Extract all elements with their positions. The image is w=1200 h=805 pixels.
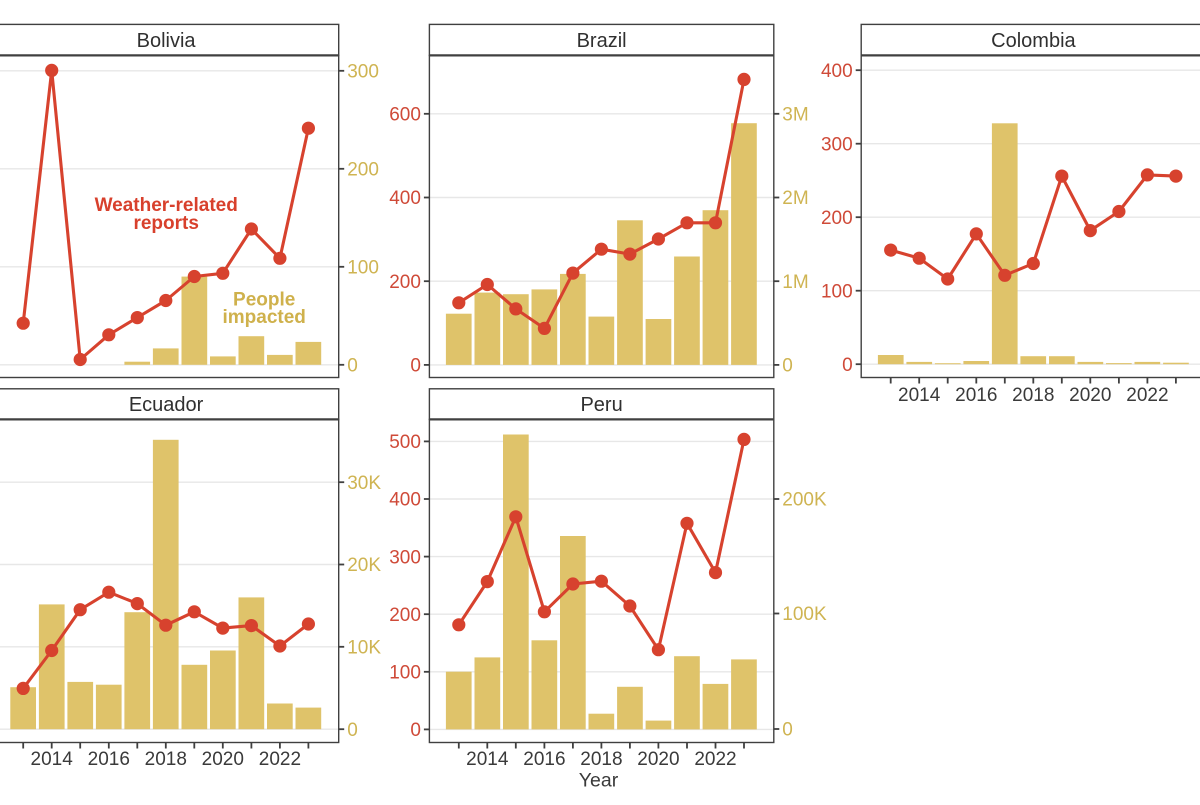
svg-text:2M: 2M (782, 188, 808, 209)
svg-text:2016: 2016 (523, 749, 565, 770)
svg-text:3M: 3M (782, 105, 808, 126)
svg-text:100: 100 (821, 281, 853, 302)
svg-text:2014: 2014 (31, 749, 74, 770)
svg-text:2022: 2022 (694, 749, 736, 770)
svg-text:300: 300 (347, 62, 379, 83)
svg-text:0: 0 (842, 355, 853, 376)
svg-text:2016: 2016 (955, 385, 997, 406)
svg-text:Bolivia: Bolivia (137, 30, 197, 52)
svg-text:2014: 2014 (466, 749, 509, 770)
svg-text:2020: 2020 (202, 749, 244, 770)
svg-text:0: 0 (410, 356, 421, 377)
svg-text:Peru: Peru (580, 394, 622, 416)
svg-text:200: 200 (821, 208, 853, 229)
svg-text:20K: 20K (347, 555, 381, 576)
svg-text:2016: 2016 (88, 749, 130, 770)
svg-text:0: 0 (347, 720, 358, 741)
svg-text:0: 0 (410, 720, 421, 741)
svg-text:2018: 2018 (145, 749, 187, 770)
svg-text:600: 600 (389, 105, 421, 126)
svg-text:2020: 2020 (637, 749, 679, 770)
svg-text:0: 0 (782, 720, 793, 741)
svg-text:300: 300 (389, 547, 421, 568)
svg-text:2020: 2020 (1069, 385, 1111, 406)
svg-text:500: 500 (389, 432, 421, 453)
svg-text:0: 0 (347, 356, 358, 377)
svg-text:Ecuador: Ecuador (129, 394, 204, 416)
svg-text:1M: 1M (782, 272, 808, 293)
svg-text:200: 200 (347, 160, 379, 181)
svg-text:200: 200 (389, 605, 421, 626)
svg-text:2014: 2014 (898, 385, 941, 406)
svg-text:Year: Year (579, 770, 619, 792)
svg-text:400: 400 (821, 61, 853, 82)
svg-text:reports: reports (133, 213, 198, 234)
svg-text:300: 300 (821, 134, 853, 155)
svg-text:200K: 200K (782, 490, 827, 511)
svg-text:People: People (233, 290, 295, 311)
svg-text:0: 0 (782, 356, 793, 377)
svg-text:2018: 2018 (1012, 385, 1054, 406)
svg-text:Weather-related: Weather-related (95, 195, 238, 216)
svg-text:100K: 100K (782, 604, 827, 625)
svg-text:30K: 30K (347, 473, 381, 494)
svg-text:400: 400 (389, 490, 421, 511)
svg-text:impacted: impacted (222, 307, 305, 328)
svg-text:Brazil: Brazil (577, 30, 627, 52)
svg-text:100: 100 (389, 663, 421, 684)
svg-text:Colombia: Colombia (991, 30, 1076, 52)
svg-text:100: 100 (347, 258, 379, 279)
svg-text:2018: 2018 (580, 749, 622, 770)
svg-text:2022: 2022 (259, 749, 301, 770)
svg-text:10K: 10K (347, 638, 381, 659)
svg-text:2022: 2022 (1126, 385, 1168, 406)
svg-text:400: 400 (389, 188, 421, 209)
svg-text:200: 200 (389, 272, 421, 293)
